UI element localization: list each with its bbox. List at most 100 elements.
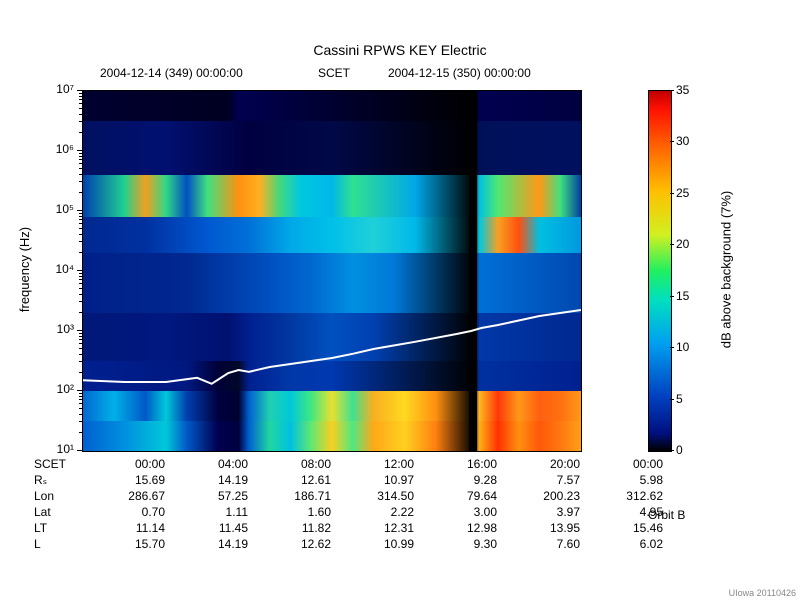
ephem-cell: 3.00 (414, 504, 497, 520)
ephem-cell: 11.82 (248, 520, 331, 536)
colorbar-tick: 15 (676, 289, 689, 303)
colorbar-tick-mark (670, 450, 674, 451)
ephem-cell: 312.62 (580, 488, 663, 504)
ytick-minor (79, 163, 82, 164)
ephem-cell: 11.14 (82, 520, 165, 536)
ytick-minor (79, 132, 82, 133)
ytick-mark (77, 390, 82, 391)
ytick-minor (79, 159, 82, 160)
ephem-cell: 12.98 (414, 520, 497, 536)
ytick-label: 10³ (44, 322, 74, 336)
ephem-cell: 14.19 (165, 536, 248, 552)
ephem-cell: 12.61 (248, 472, 331, 488)
ephem-cell: 6.02 (580, 536, 663, 552)
ephem-row-label: Lon (34, 488, 82, 504)
ytick-minor (79, 343, 82, 344)
ephem-cell: 16:00 (414, 456, 497, 472)
colorbar-label: dB above background (7%) (719, 180, 734, 360)
ephem-row-label: SCET (34, 456, 82, 472)
ytick-label: 10⁵ (44, 202, 74, 216)
colorbar-tick: 30 (676, 134, 689, 148)
subtitle-left: 2004-12-14 (349) 00:00:00 (100, 66, 243, 80)
ytick-mark (77, 330, 82, 331)
ytick-minor (79, 279, 82, 280)
ytick-mark (77, 270, 82, 271)
colorbar-tick: 20 (676, 237, 689, 251)
ytick-mark (77, 210, 82, 211)
ytick-minor (79, 223, 82, 224)
ytick-minor (79, 301, 82, 302)
ephem-cell: 5.98 (580, 472, 663, 488)
ytick-label: 10⁶ (44, 142, 74, 156)
colorbar-tick-mark (670, 244, 674, 245)
ephem-cell: 3.97 (497, 504, 580, 520)
ephem-row-label: Lat (34, 504, 82, 520)
ytick-minor (79, 276, 82, 277)
ephem-row-label: L (34, 536, 82, 552)
ytick-minor (79, 408, 82, 409)
ytick-minor (79, 252, 82, 253)
ephem-cell: 4.95 (580, 504, 663, 520)
ytick-minor (79, 228, 82, 229)
ephem-row-label: LT (34, 520, 82, 536)
ytick-minor (79, 168, 82, 169)
ephem-cell: 00:00 (82, 456, 165, 472)
colorbar-tick-mark (670, 399, 674, 400)
ytick-minor (79, 234, 82, 235)
ephem-cell: 9.28 (414, 472, 497, 488)
colorbar-tick: 5 (676, 392, 683, 406)
ytick-minor (79, 403, 82, 404)
ytick-label: 10⁴ (44, 262, 74, 276)
ephem-cell: 2.22 (331, 504, 414, 520)
ytick-minor (79, 312, 82, 313)
ytick-label: 10⁷ (44, 82, 74, 96)
ephem-cell: 9.30 (414, 536, 497, 552)
colorbar-tick-mark (670, 193, 674, 194)
ytick-minor (79, 99, 82, 100)
ytick-minor (79, 348, 82, 349)
ephem-cell: 12.62 (248, 536, 331, 552)
colorbar-tick-mark (670, 347, 674, 348)
ytick-minor (79, 93, 82, 94)
plot-title: Cassini RPWS KEY Electric (0, 42, 800, 58)
ephem-cell: 13.95 (497, 520, 580, 536)
ephem-cell: 15.46 (580, 520, 663, 536)
ytick-minor (79, 354, 82, 355)
ephem-cell: 1.60 (248, 504, 331, 520)
ephem-cell: 15.70 (82, 536, 165, 552)
ytick-minor (79, 181, 82, 182)
ytick-minor (79, 372, 82, 373)
ephem-cell: 20:00 (497, 456, 580, 472)
colorbar-tick: 35 (676, 83, 689, 97)
colorbar-tick: 0 (676, 443, 683, 457)
colorbar-tick-mark (670, 90, 674, 91)
ephem-cell: 186.71 (248, 488, 331, 504)
ephem-cell: 314.50 (331, 488, 414, 504)
ytick-minor (79, 399, 82, 400)
ephem-cell: 7.60 (497, 536, 580, 552)
ephem-cell: 10.97 (331, 472, 414, 488)
colorbar-tick: 10 (676, 340, 689, 354)
ytick-minor (79, 432, 82, 433)
ytick-minor (79, 174, 82, 175)
ephem-cell: 15.69 (82, 472, 165, 488)
colorbar (648, 90, 672, 452)
ephem-cell: 04:00 (165, 456, 248, 472)
colorbar-tick-mark (670, 141, 674, 142)
ytick-minor (79, 339, 82, 340)
subtitle-right: 2004-12-15 (350) 00:00:00 (388, 66, 531, 80)
ytick-minor (79, 96, 82, 97)
ytick-minor (79, 283, 82, 284)
ytick-minor (79, 103, 82, 104)
ephem-cell: 286.67 (82, 488, 165, 504)
ytick-minor (79, 219, 82, 220)
colorbar-tick: 25 (676, 186, 689, 200)
ytick-minor (79, 396, 82, 397)
ytick-minor (79, 421, 82, 422)
ytick-minor (79, 121, 82, 122)
subtitle-center: SCET (318, 66, 350, 80)
ephem-cell: 79.64 (414, 488, 497, 504)
ytick-minor (79, 114, 82, 115)
ytick-minor (79, 273, 82, 274)
ephem-row-label: Rₛ (34, 472, 82, 488)
